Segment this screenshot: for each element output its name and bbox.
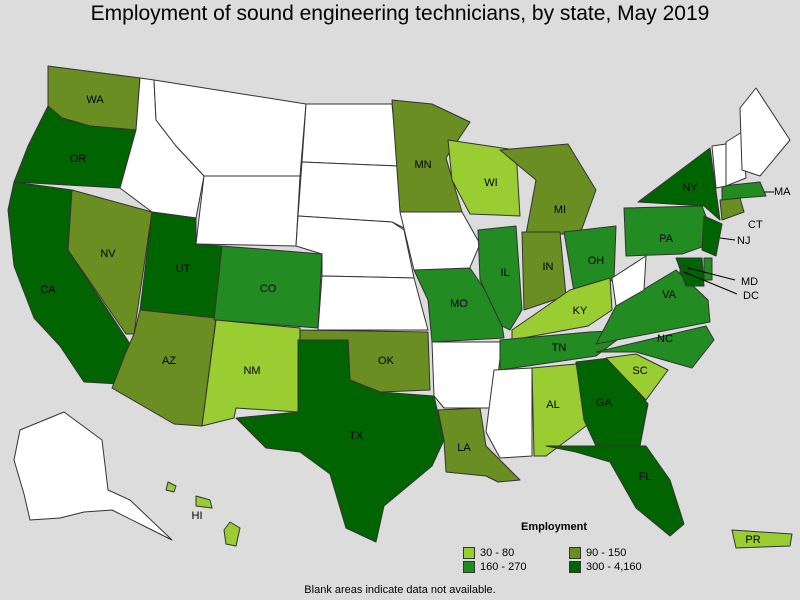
- state-label-fl: FL: [639, 471, 652, 483]
- state-label-la: LA: [457, 442, 471, 454]
- state-me: [739, 87, 791, 177]
- state-label-nv: NV: [100, 248, 116, 260]
- state-ma: [721, 181, 767, 201]
- legend-swatch: [463, 561, 475, 573]
- state-label-wi: WI: [484, 177, 497, 189]
- state-label-hi: HI: [192, 510, 203, 522]
- state-label-mo: MO: [450, 298, 468, 310]
- state-label-mi: MI: [554, 204, 566, 216]
- state-mo: [413, 267, 505, 343]
- state-label-ma: MA: [774, 186, 791, 198]
- legend-swatch: [463, 547, 475, 559]
- state-nd: [301, 103, 399, 167]
- state-md: [675, 257, 705, 287]
- state-nj: [701, 215, 723, 257]
- state-ct: [719, 197, 745, 221]
- state-wy: [195, 175, 301, 247]
- state-wv: [611, 255, 647, 307]
- state-label-pr: PR: [745, 534, 760, 546]
- state-nc: [595, 325, 715, 369]
- state-il: [477, 225, 523, 331]
- state-label-il: IL: [500, 267, 509, 279]
- state-nm: [201, 319, 301, 427]
- state-label-tx: TX: [349, 430, 364, 442]
- state-label-mn: MN: [414, 159, 431, 171]
- footnote: Blank areas indicate data not available.: [304, 584, 496, 596]
- state-label-nm: NM: [243, 365, 260, 377]
- legend-item-2: 90 - 150: [569, 546, 626, 560]
- state-hi: [165, 481, 241, 547]
- state-label-ct: CT: [748, 219, 763, 231]
- state-sd: [297, 161, 405, 229]
- state-label-sc: SC: [632, 365, 647, 377]
- state-label-nj: NJ: [737, 235, 750, 247]
- state-label-al: AL: [546, 399, 559, 411]
- legend-item-3: 160 - 270: [463, 560, 526, 574]
- state-label-oh: OH: [588, 255, 605, 267]
- state-pa: [623, 205, 717, 257]
- state-label-wa: WA: [86, 94, 104, 106]
- states-layer: [7, 65, 793, 549]
- leader-lines: [683, 191, 774, 295]
- state-fl: [545, 445, 685, 537]
- state-ny: [637, 147, 721, 221]
- legend-label: 30 - 80: [480, 547, 515, 559]
- state-tx: [235, 339, 445, 543]
- legend-swatch: [569, 561, 581, 573]
- state-sc: [605, 353, 669, 401]
- legend-swatch: [569, 547, 581, 559]
- state-la: [437, 407, 521, 483]
- map-title: Employment of sound engineering technici…: [90, 2, 710, 25]
- state-va: [595, 269, 711, 345]
- state-label-or: OR: [70, 153, 87, 165]
- state-tn: [499, 329, 631, 371]
- legend-label: 300 - 4,160: [586, 561, 642, 573]
- state-label-in: IN: [543, 261, 554, 273]
- state-ks: [317, 275, 429, 331]
- state-label-va: VA: [662, 289, 677, 301]
- state-label-dc: DC: [743, 290, 759, 302]
- state-ar: [431, 341, 503, 409]
- state-de: [703, 257, 713, 281]
- state-label-ca: CA: [40, 284, 56, 296]
- state-label-nc: NC: [657, 333, 673, 345]
- state-label-ut: UT: [176, 263, 191, 275]
- state-label-az: AZ: [162, 355, 176, 367]
- state-label-ok: OK: [378, 355, 395, 367]
- state-label-tn: TN: [552, 342, 567, 354]
- legend-label: 160 - 270: [480, 561, 527, 573]
- state-pr: [731, 529, 793, 549]
- state-ms: [485, 367, 533, 459]
- state-label-co: CO: [260, 283, 277, 295]
- state-al: [531, 363, 595, 457]
- legend-item-1: 30 - 80: [463, 546, 514, 560]
- state-label-ga: GA: [596, 397, 613, 409]
- legend-item-4: 300 - 4,160: [569, 560, 642, 574]
- state-label-pa: PA: [659, 233, 674, 245]
- state-ak: [13, 411, 173, 541]
- state-label-md: MD: [741, 276, 758, 288]
- legend: Employment 30 - 80 90 - 150 160 - 270 30…: [463, 521, 663, 581]
- legend-label: 90 - 150: [586, 547, 627, 559]
- legend-title: Employment: [521, 521, 588, 533]
- state-label-ky: KY: [573, 305, 588, 317]
- state-ia: [399, 211, 481, 273]
- state-nv: [67, 189, 153, 335]
- labels-layer: WA OR CA NV UT AZ CO NM OK TX MN MO LA WI IL MI IN OH KY TN…: [40, 94, 791, 546]
- state-wi: [447, 139, 521, 217]
- state-label-ny: NY: [682, 182, 698, 194]
